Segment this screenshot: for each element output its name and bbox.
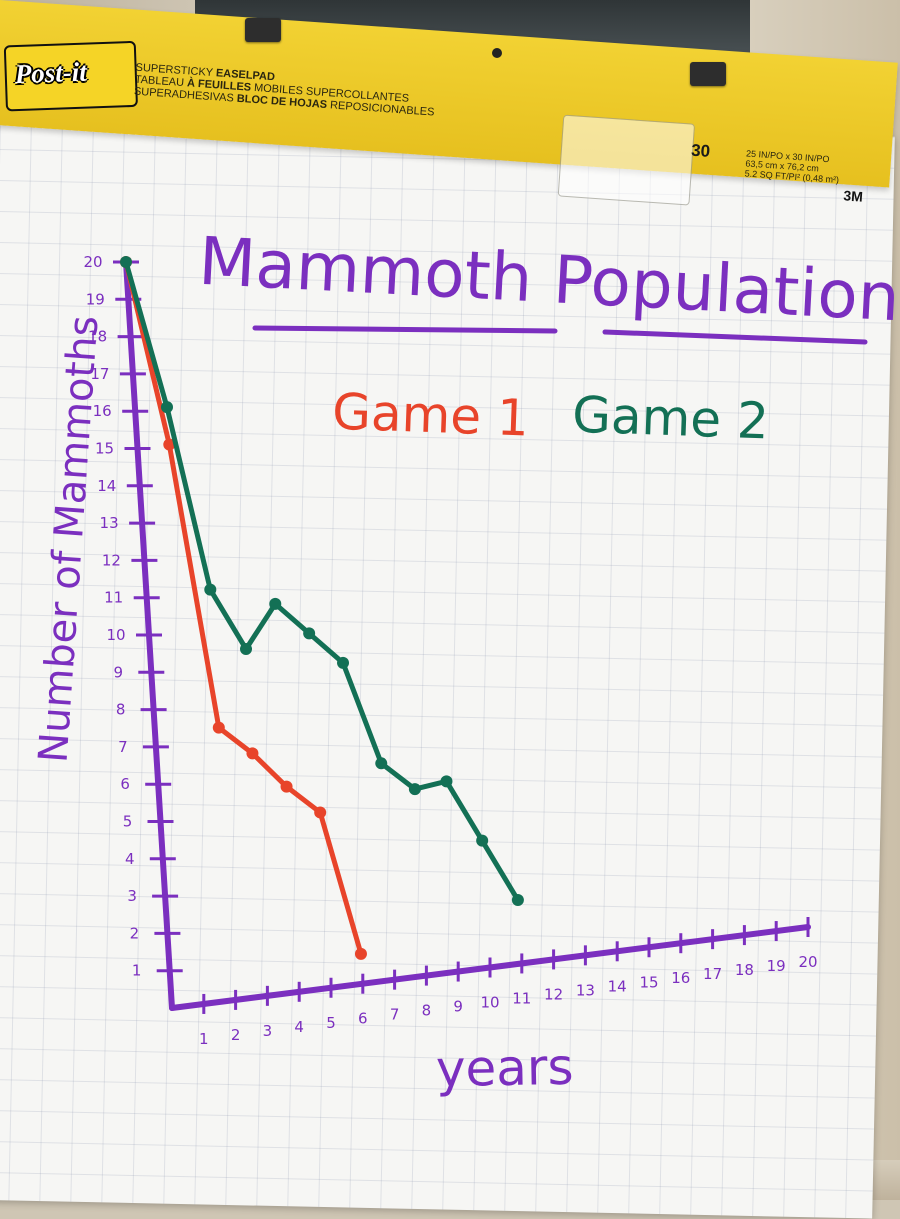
x-axis-label: years (435, 1038, 574, 1098)
y-tick-label: 7 (118, 738, 128, 756)
data-point-game-1 (212, 721, 225, 734)
y-tick-label: 12 (102, 551, 121, 569)
x-tick-label: 16 (671, 969, 690, 987)
data-point-game-2 (269, 597, 282, 610)
x-tick-label: 12 (544, 985, 563, 1003)
y-tick-label: 19 (86, 290, 105, 308)
easel-clip-right (690, 62, 726, 86)
x-tick-label: 6 (358, 1010, 368, 1028)
legend-game-1: Game 1 (331, 383, 529, 448)
data-point-game-2 (440, 775, 453, 788)
y-tick-label: 16 (93, 402, 112, 420)
y-tick-label: 11 (104, 589, 123, 607)
data-point-game-2 (161, 401, 173, 414)
data-point-game-1 (354, 947, 367, 960)
y-tick-label: 9 (114, 663, 124, 681)
data-point-game-2 (120, 256, 132, 268)
y-tick-label: 10 (106, 626, 125, 644)
y-tick-label: 13 (100, 514, 119, 532)
x-tick-label: 13 (576, 981, 595, 999)
data-point-game-2 (337, 656, 350, 669)
data-point-game-2 (240, 642, 253, 655)
y-tick-label: 14 (97, 477, 116, 495)
data-point-game-2 (511, 894, 524, 907)
chart-series-layer (120, 256, 524, 960)
y-tick-label: 20 (83, 253, 102, 271)
y-tick-label: 6 (120, 775, 130, 793)
data-point-game-2 (303, 627, 316, 640)
x-tick-label: 1 (199, 1030, 209, 1048)
chart-axes: 1 2 3 4 5 6 7 8 9 10 11 12 13 14 15 16 17 18 19 20123456789… (83, 253, 817, 1048)
easel-clip-left (245, 18, 281, 42)
x-tick-label: 15 (639, 973, 658, 991)
chart-title: Mammoth Population (197, 223, 900, 337)
x-tick-label: 19 (767, 957, 786, 975)
x-tick-label: 7 (390, 1006, 400, 1024)
x-tick-label: 5 (326, 1014, 336, 1032)
x-tick-label: 9 (453, 998, 463, 1016)
y-tick-label: 8 (116, 701, 126, 719)
data-point-game-2 (408, 783, 421, 796)
mounting-hole (492, 48, 502, 58)
x-tick-label: 18 (735, 961, 754, 979)
x-tick-label: 14 (608, 977, 627, 995)
y-tick-label: 1 (132, 962, 142, 980)
y-tick-label: 17 (90, 365, 109, 383)
x-tick-label: 20 (798, 953, 817, 971)
y-tick-label: 2 (130, 924, 140, 942)
data-point-game-1 (246, 747, 259, 760)
data-point-game-2 (375, 757, 388, 770)
y-tick-label: 3 (127, 887, 137, 905)
x-tick-label: 3 (263, 1022, 273, 1040)
x-tick-label: 11 (512, 989, 531, 1007)
legend-game-2: Game 2 (571, 386, 769, 451)
data-point-game-1 (163, 438, 176, 451)
chart-title-group: Mammoth Population (197, 223, 900, 345)
y-tick-label: 18 (88, 328, 107, 346)
x-tick-label: 4 (294, 1018, 304, 1036)
data-point-game-2 (476, 834, 489, 847)
title-underline-left (252, 325, 558, 334)
y-tick-label: 5 (123, 813, 133, 831)
x-tick-label: 2 (231, 1026, 241, 1044)
data-point-game-2 (204, 583, 217, 596)
x-tick-label: 8 (422, 1002, 432, 1020)
data-point-game-1 (314, 806, 327, 819)
y-tick-label: 4 (125, 850, 135, 868)
series-line-game-2 (123, 259, 521, 903)
title-underline-right (602, 329, 868, 345)
x-tick-label: 17 (703, 965, 722, 983)
y-tick-label: 15 (95, 440, 114, 458)
data-point-game-1 (280, 780, 293, 793)
x-tick-label: 10 (480, 994, 499, 1012)
